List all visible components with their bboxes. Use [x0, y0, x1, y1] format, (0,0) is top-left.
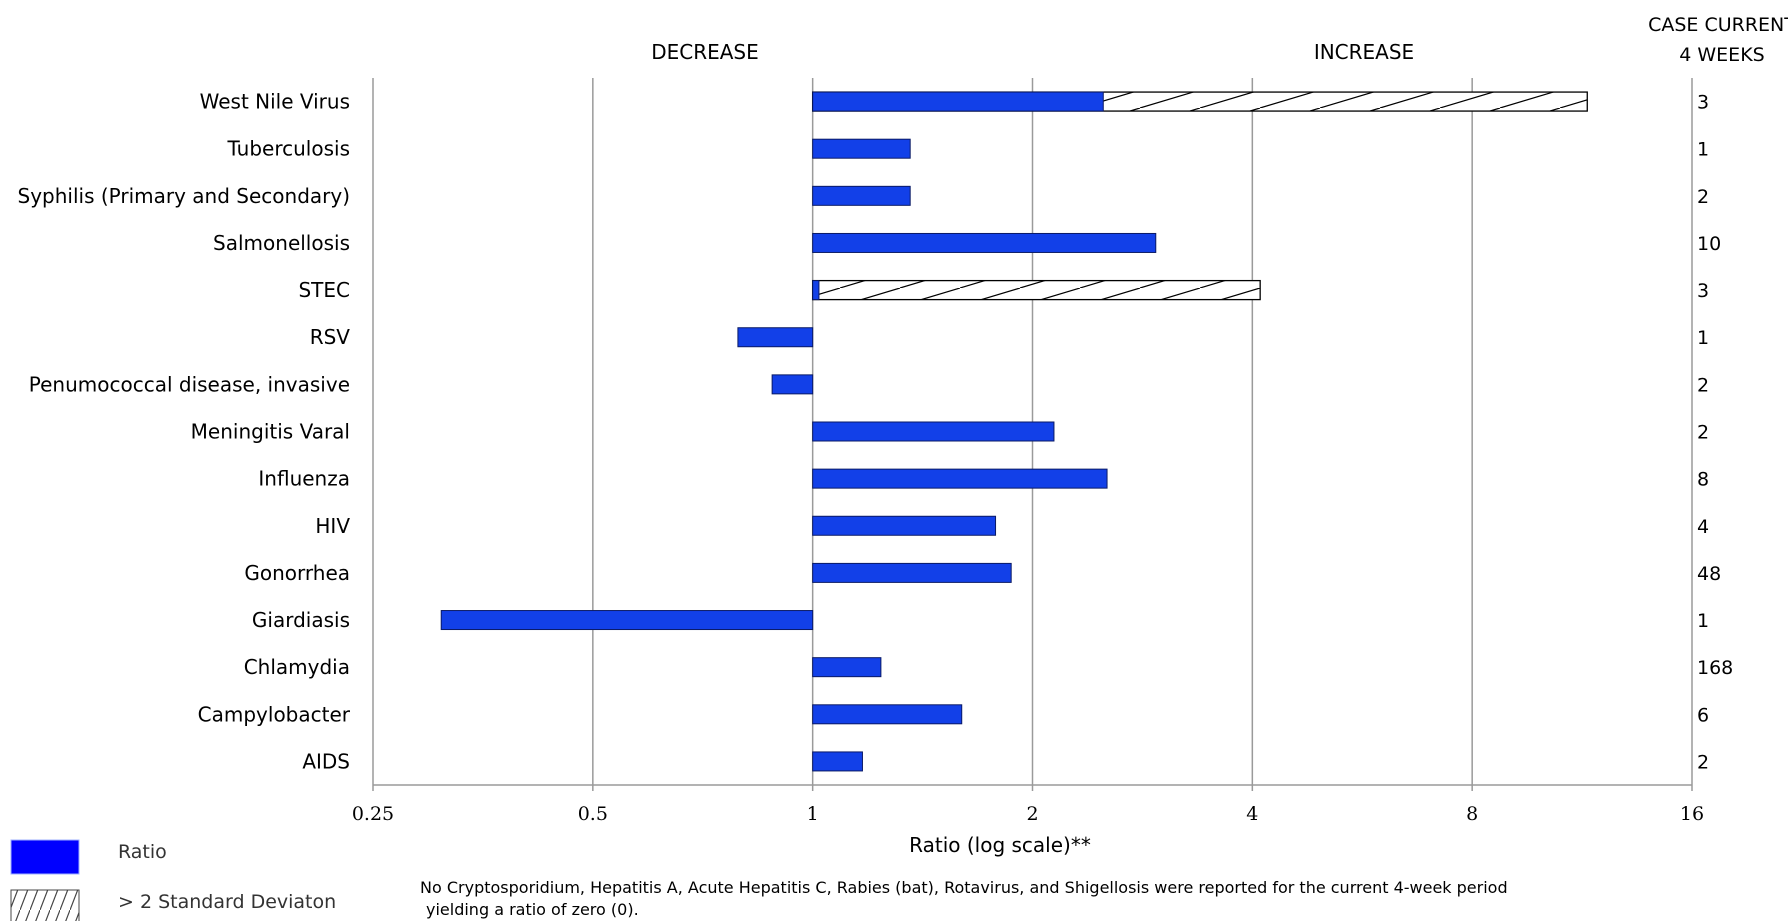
ratio-bar [812, 468, 1108, 489]
x-axis-label: Ratio (log scale)** [909, 833, 1091, 857]
case-count: 6 [1697, 704, 1709, 726]
case-counts: 3 1 2 10 3 1 2 2 8 4 48 1 168 6 2 [1697, 92, 1733, 774]
legend-ratio-label: Ratio [118, 841, 167, 863]
ratio-bar [812, 515, 997, 536]
cases-header-line2: 4 WEEKS [1679, 44, 1764, 66]
category-label: Salmonellosis [213, 231, 350, 255]
category-label: Syphilis (Primary and Secondary) [18, 184, 351, 208]
case-count: 1 [1697, 327, 1709, 349]
case-count: 168 [1697, 657, 1733, 679]
x-tick-label: 4 [1246, 803, 1258, 825]
x-tick-label: 0.25 [352, 803, 394, 825]
x-tick-label: 1 [807, 803, 819, 825]
category-label: RSV [310, 325, 351, 349]
ratio-bar [812, 657, 882, 678]
footnote-line1: No Cryptosporidium, Hepatitis A, Acute H… [420, 878, 1508, 897]
case-count: 48 [1697, 563, 1721, 585]
x-tick-label: 2 [1026, 803, 1038, 825]
cases-header-line1: CASE CURRENT [1648, 14, 1788, 36]
category-label: Campylobacter [198, 702, 351, 726]
ratio-bar [812, 138, 911, 159]
case-count: 2 [1697, 186, 1709, 208]
case-count: 2 [1697, 374, 1709, 396]
ratio-bar [812, 704, 963, 725]
x-tick-label: 8 [1466, 803, 1478, 825]
ratio-bar [812, 232, 1157, 253]
case-count: 1 [1697, 139, 1709, 161]
footnote-line2: yielding a ratio of zero (0). [426, 900, 639, 919]
category-label: Influenza [258, 467, 350, 491]
case-count: 2 [1697, 422, 1709, 444]
ratio-bar [812, 562, 1012, 583]
case-count: 3 [1697, 92, 1709, 114]
bars [440, 91, 1588, 772]
ratio-bar [737, 327, 814, 348]
category-label: STEC [298, 278, 350, 302]
legend-ratio-swatch [10, 839, 80, 875]
sd-bar [812, 279, 1261, 301]
category-label: HIV [315, 514, 350, 538]
category-label: Penumococcal disease, invasive [29, 372, 350, 396]
ratio-bar [440, 610, 814, 631]
category-labels: West Nile Virus Tuberculosis Syphilis (Pri… [18, 90, 351, 774]
x-tick-labels: 0.25 0.5 1 2 4 8 16 [352, 803, 1704, 825]
category-label: Chlamydia [244, 655, 350, 679]
case-count: 2 [1697, 751, 1709, 773]
legend-sd-swatch [10, 889, 80, 921]
ratio-bar [771, 374, 814, 395]
legend-sd-label: > 2 Standard Deviaton [118, 891, 336, 913]
ratio-bar [812, 751, 863, 772]
case-count: 10 [1697, 233, 1721, 255]
category-label: West Nile Virus [200, 90, 350, 114]
ratio-bar [812, 280, 820, 301]
case-count: 4 [1697, 516, 1709, 538]
category-label: Tuberculosis [227, 137, 351, 161]
ratio-bar [812, 185, 911, 206]
case-count: 8 [1697, 469, 1709, 491]
x-tick-label: 16 [1680, 803, 1704, 825]
ratio-bar [812, 421, 1055, 442]
increase-header: INCREASE [1314, 40, 1414, 64]
category-label: Gonorrhea [244, 561, 350, 585]
x-tick-label: 0.5 [578, 803, 608, 825]
ratio-bar [812, 91, 1104, 112]
case-count: 1 [1697, 610, 1709, 632]
case-count: 3 [1697, 280, 1709, 302]
category-label: Giardiasis [252, 608, 350, 632]
category-label: Meningitis Varal [191, 420, 350, 444]
category-label: AIDS [302, 749, 350, 773]
decrease-header: DECREASE [651, 40, 759, 64]
